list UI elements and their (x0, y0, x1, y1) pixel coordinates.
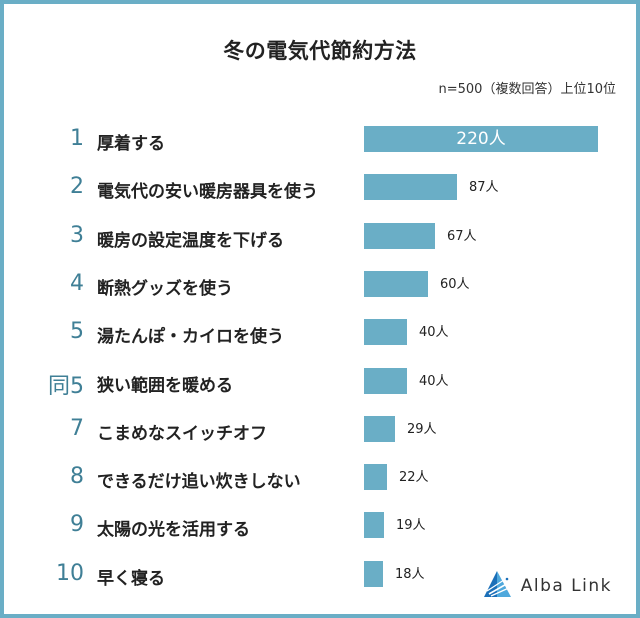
rank-number: 4 (70, 270, 84, 296)
category-label: 断熱グッズを使う (97, 278, 233, 299)
rank-number: 5 (70, 319, 84, 345)
bar-row: 8 できるだけ追い炊きしない 22人 (4, 460, 636, 500)
category-label: 電気代の安い暖房器具を使う (97, 182, 318, 203)
bar-row: 9 太陽の光を活用する 19人 (4, 508, 636, 548)
bar (364, 464, 387, 491)
bar-row: 5 湯たんぽ・カイロを使う 40人 (4, 315, 636, 355)
bar (364, 174, 457, 201)
bar: 220人 (364, 126, 598, 152)
bar-value-label: 67人 (447, 228, 477, 244)
bar (364, 319, 407, 346)
rank-number: 同5 (48, 373, 84, 399)
bar-value-label: 22人 (399, 470, 429, 486)
rank-number: 7 (70, 415, 84, 441)
bar (364, 367, 407, 394)
bar-row: 1 厚着する 220人 (4, 122, 636, 162)
bar-row: 10 早く寝る 18人 (4, 557, 636, 597)
rank-number: 3 (70, 222, 84, 248)
bar-row: 7 こまめなスイッチオフ 29人 (4, 412, 636, 452)
bar-value-label: 60人 (440, 276, 470, 292)
category-label: できるだけ追い炊きしない (97, 472, 301, 493)
bar-row: 2 電気代の安い暖房器具を使う 87人 (4, 170, 636, 210)
category-label: 暖房の設定温度を下げる (97, 230, 284, 251)
bar (364, 512, 384, 539)
bar-value-label: 87人 (469, 180, 499, 196)
rank-number: 10 (56, 560, 84, 586)
alba-link-logo: Alba Link (483, 570, 612, 602)
category-label: 厚着する (97, 134, 165, 154)
rank-number: 8 (70, 464, 84, 490)
rank-number: 2 (70, 174, 84, 200)
category-label: 太陽の光を活用する (97, 520, 250, 541)
bar-value-label: 40人 (419, 373, 449, 389)
bar-value-label: 40人 (419, 325, 449, 341)
bar (364, 270, 428, 297)
bar-row: 3 暖房の設定温度を下げる 67人 (4, 219, 636, 259)
logo-text: Alba Link (520, 576, 612, 596)
bar-value-label: 220人 (456, 129, 506, 149)
bar (364, 222, 435, 249)
rank-number: 9 (70, 512, 84, 538)
category-label: 早く寝る (97, 568, 165, 589)
triangle-mountain-logo-icon (483, 570, 513, 602)
bar (364, 560, 383, 587)
bar (364, 415, 395, 442)
category-label: 狭い範囲を暖める (97, 375, 233, 396)
rank-number: 1 (70, 126, 84, 151)
bar-row: 4 断熱グッズを使う 60人 (4, 267, 636, 307)
category-label: こまめなスイッチオフ (97, 423, 267, 444)
category-label: 湯たんぽ・カイロを使う (97, 327, 284, 348)
bar-row: 同5 狭い範囲を暖める 40人 (4, 364, 636, 404)
bar-value-label: 29人 (407, 421, 437, 437)
chart-subtitle: n=500（複数回答）上位10位 (438, 82, 617, 97)
chart-title: 冬の電気代節約方法 (223, 39, 417, 63)
bar-value-label: 19人 (396, 518, 426, 534)
bar-value-label: 18人 (395, 566, 425, 582)
